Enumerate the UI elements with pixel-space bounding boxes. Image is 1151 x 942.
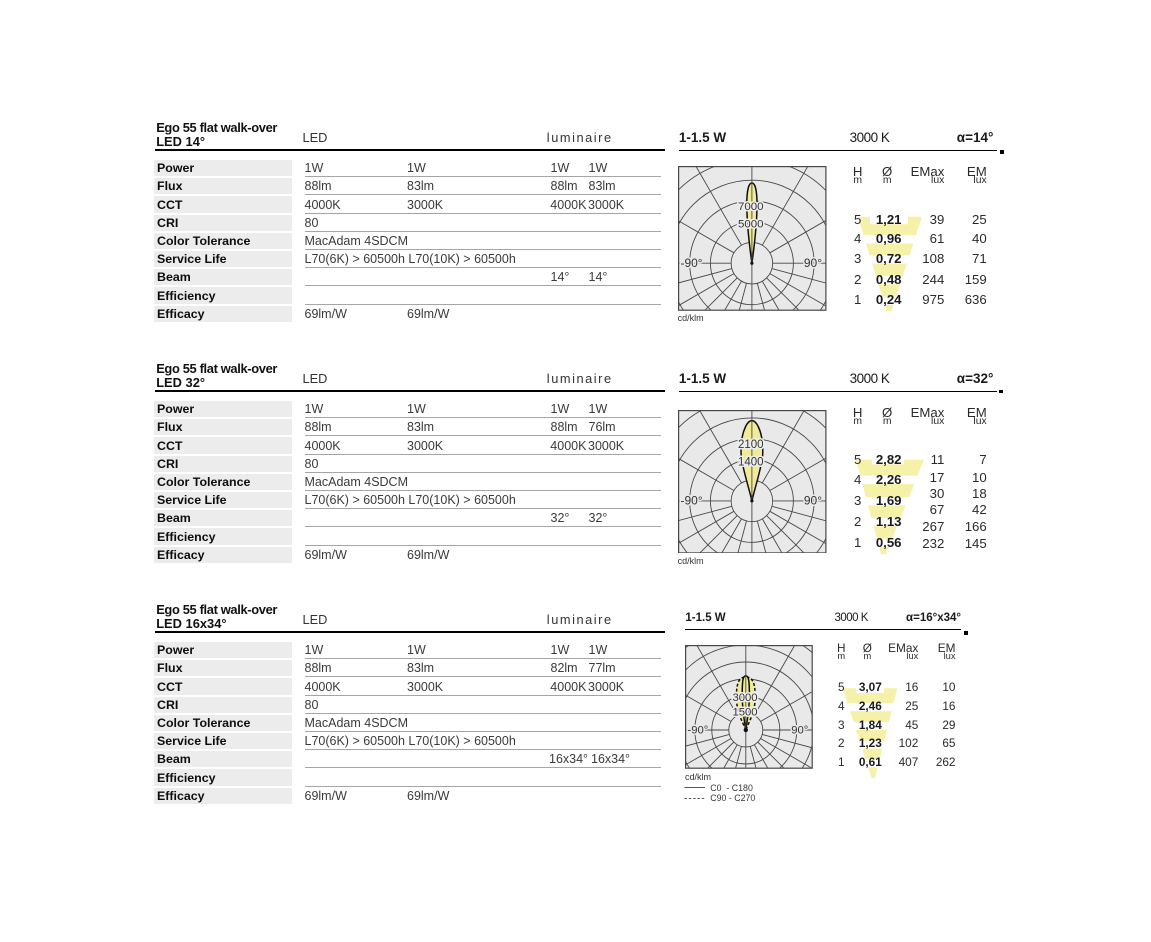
svg-text:1400: 1400 (738, 456, 764, 468)
svg-text:90°: 90° (804, 493, 822, 507)
svg-text:2100: 2100 (738, 439, 764, 451)
svg-text:7000: 7000 (738, 201, 764, 213)
svg-text:90°: 90° (791, 724, 808, 736)
svg-text:90°: 90° (804, 256, 822, 270)
svg-text:-90°: -90° (681, 493, 703, 507)
svg-text:5000: 5000 (738, 219, 764, 231)
svg-text:1500: 1500 (732, 706, 757, 718)
svg-text:-90°: -90° (687, 724, 708, 736)
svg-text:-90°: -90° (681, 256, 703, 270)
svg-text:3000: 3000 (732, 692, 757, 704)
